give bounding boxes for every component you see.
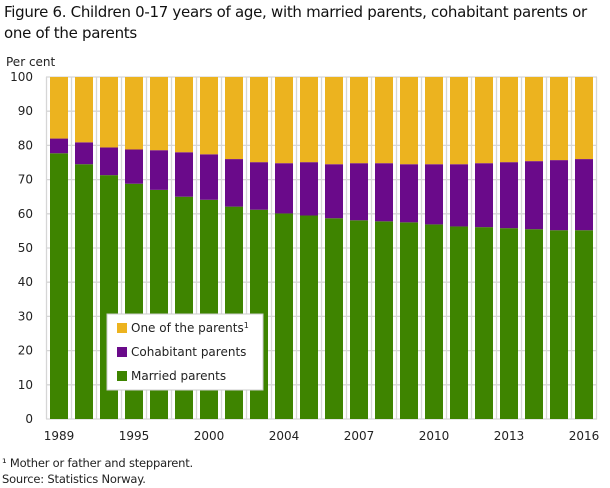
y-tick-label: 80 (18, 138, 33, 152)
bar-cohabitant-parents-2015 (550, 160, 568, 231)
y-tick-label: 0 (25, 412, 33, 426)
bars (50, 77, 593, 420)
bar-cohabitant-parents-2004 (275, 163, 293, 214)
y-tick-label: 50 (18, 241, 33, 255)
bar-one-of-the-parents-2014 (525, 77, 543, 162)
y-tick-label: 60 (18, 207, 33, 221)
legend-swatch (117, 323, 127, 333)
bar-married-parents-2008 (375, 221, 393, 419)
bar-cohabitant-parents-2003 (250, 162, 268, 210)
y-tick-label: 100 (10, 70, 33, 84)
bar-married-parents-1989 (50, 153, 68, 420)
legend-box (106, 313, 264, 391)
legend: One of the parents1 Cohabitant parents Mar… (106, 313, 264, 391)
legend-label: Cohabitant parents (131, 345, 246, 359)
bar-one-of-the-parents-2011 (450, 77, 468, 165)
bar-married-parents-2005 (300, 215, 318, 419)
legend-swatch (117, 371, 127, 381)
bar-cohabitant-parents-2011 (450, 164, 468, 227)
bar-cohabitant-parents-2006 (325, 164, 343, 219)
bar-one-of-the-parents-2005 (300, 77, 318, 163)
x-tick-label: 2016 (569, 429, 600, 443)
y-tick-labels: 0 10 20 30 40 50 60 70 80 90 100 (10, 70, 33, 426)
bar-married-parents-2016 (575, 230, 593, 419)
footnote: ¹ Mother or father and stepparent. (2, 456, 193, 470)
y-axis-label: Per cent (6, 55, 56, 69)
bar-cohabitant-parents-1996 (150, 150, 168, 190)
bar-cohabitant-parents-1993 (100, 147, 118, 176)
bar-married-parents-2015 (550, 230, 568, 419)
bar-married-parents-1992 (75, 164, 93, 419)
x-tick-label: 1995 (119, 429, 150, 443)
chart-title: Figure 6. Children 0-17 years of age, wi… (4, 3, 587, 42)
y-tick-label: 40 (18, 275, 33, 289)
bar-one-of-the-parents-1996 (150, 77, 168, 151)
legend-label: Married parents (131, 369, 226, 383)
bar-cohabitant-parents-2013 (500, 162, 518, 229)
bar-cohabitant-parents-2016 (575, 159, 593, 231)
x-tick-label: 2004 (269, 429, 300, 443)
bar-married-parents-2004 (275, 213, 293, 419)
source: Source: Statistics Norway. (2, 472, 146, 486)
bar-married-parents-2007 (350, 220, 368, 419)
y-tick-label: 10 (18, 378, 33, 392)
bar-one-of-the-parents-2012 (475, 77, 493, 164)
bar-one-of-the-parents-2015 (550, 77, 568, 161)
bar-one-of-the-parents-2009 (400, 77, 418, 165)
bar-married-parents-2013 (500, 228, 518, 419)
bar-one-of-the-parents-2000 (200, 77, 218, 155)
x-tick-label: 2010 (419, 429, 450, 443)
bar-cohabitant-parents-2009 (400, 164, 418, 223)
bar-one-of-the-parents-2013 (500, 77, 518, 163)
bar-married-parents-2011 (450, 226, 468, 419)
legend-label: One of the parents1 (131, 321, 249, 335)
x-tick-label: 2000 (194, 429, 225, 443)
bar-one-of-the-parents-2004 (275, 77, 293, 164)
x-tick-label: 2013 (494, 429, 525, 443)
bar-one-of-the-parents-1998 (175, 77, 193, 153)
bar-one-of-the-parents-2006 (325, 77, 343, 165)
bar-cohabitant-parents-2005 (300, 162, 318, 216)
x-tick-labels: 1989 1995 2000 2004 2007 2010 2013 2016 (44, 429, 600, 443)
x-tick-label: 2007 (344, 429, 375, 443)
bar-married-parents-2006 (325, 218, 343, 419)
legend-footnote-mark: 1 (244, 321, 249, 330)
bar-married-parents-2010 (425, 224, 443, 419)
bar-cohabitant-parents-2012 (475, 163, 493, 228)
bar-one-of-the-parents-2008 (375, 77, 393, 164)
bar-one-of-the-parents-1992 (75, 77, 93, 143)
bar-cohabitant-parents-2007 (350, 163, 368, 221)
bar-cohabitant-parents-2008 (375, 163, 393, 222)
bar-cohabitant-parents-1995 (125, 149, 143, 184)
y-tick-label: 30 (18, 309, 33, 323)
bar-one-of-the-parents-2001 (225, 77, 243, 160)
bar-cohabitant-parents-1992 (75, 142, 93, 165)
y-tick-label: 20 (18, 344, 33, 358)
bar-one-of-the-parents-2007 (350, 77, 368, 164)
legend-swatch (117, 347, 127, 357)
bar-cohabitant-parents-1989 (50, 138, 68, 154)
bar-married-parents-2009 (400, 222, 418, 419)
bar-one-of-the-parents-1995 (125, 77, 143, 150)
bar-cohabitant-parents-2010 (425, 164, 443, 225)
bar-one-of-the-parents-2010 (425, 77, 443, 165)
bar-cohabitant-parents-2014 (525, 161, 543, 230)
bar-cohabitant-parents-2000 (200, 154, 218, 200)
bar-one-of-the-parents-1993 (100, 77, 118, 148)
x-tick-label: 1989 (44, 429, 75, 443)
bar-married-parents-2014 (525, 229, 543, 419)
bar-one-of-the-parents-2016 (575, 77, 593, 160)
y-tick-label: 70 (18, 173, 33, 187)
bar-one-of-the-parents-1989 (50, 77, 68, 139)
bar-cohabitant-parents-1998 (175, 152, 193, 197)
bar-one-of-the-parents-2003 (250, 77, 268, 163)
y-tick-label: 90 (18, 104, 33, 118)
bar-married-parents-2012 (475, 227, 493, 419)
bar-cohabitant-parents-2001 (225, 159, 243, 207)
